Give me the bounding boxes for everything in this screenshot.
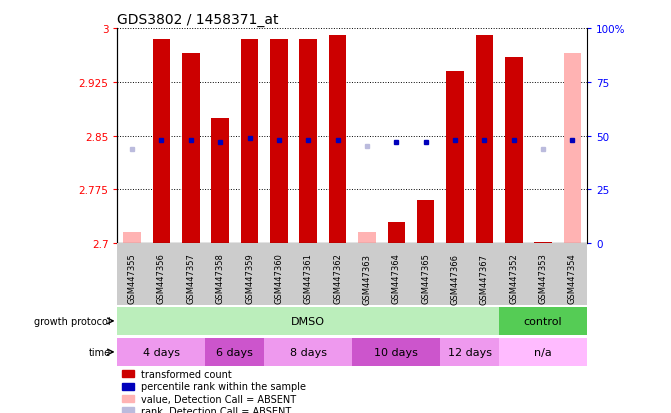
Text: GSM447360: GSM447360 [274, 253, 283, 304]
Text: GSM447352: GSM447352 [509, 253, 518, 304]
Bar [117, 338, 205, 366]
Bar [411, 244, 440, 306]
Text: GSM447364: GSM447364 [392, 253, 401, 304]
Text: GSM447353: GSM447353 [539, 253, 548, 304]
Text: value, Detection Call = ABSENT: value, Detection Call = ABSENT [141, 394, 296, 404]
Bar [205, 244, 235, 306]
Bar [529, 244, 558, 306]
Text: GSM447359: GSM447359 [245, 253, 254, 304]
Bar [122, 370, 134, 377]
Bar [323, 244, 352, 306]
Bar [470, 244, 499, 306]
Bar [122, 395, 134, 402]
Text: n/a: n/a [534, 347, 552, 357]
Bar [499, 338, 587, 366]
Bar [122, 408, 134, 413]
Text: GSM447362: GSM447362 [333, 253, 342, 304]
Text: growth protocol: growth protocol [34, 316, 111, 326]
Bar [558, 244, 587, 306]
Text: percentile rank within the sample: percentile rank within the sample [141, 381, 306, 391]
Bar [499, 244, 529, 306]
Text: 6 days: 6 days [217, 347, 253, 357]
Bar [211, 119, 229, 244]
Text: GSM447357: GSM447357 [187, 253, 195, 304]
Bar [264, 338, 352, 366]
Text: transformed count: transformed count [141, 369, 231, 379]
Bar [499, 307, 587, 335]
Bar [270, 40, 288, 244]
Bar [505, 57, 523, 244]
Bar [176, 244, 205, 306]
Bar [564, 54, 581, 244]
Bar [153, 40, 170, 244]
Bar [352, 244, 382, 306]
Bar [440, 338, 499, 366]
Bar [147, 244, 176, 306]
Bar [440, 244, 470, 306]
Bar [352, 338, 440, 366]
Bar [241, 40, 258, 244]
Text: GSM447355: GSM447355 [127, 253, 137, 304]
Text: 4 days: 4 days [143, 347, 180, 357]
Bar [299, 40, 317, 244]
Text: control: control [524, 316, 562, 326]
Text: GSM447365: GSM447365 [421, 253, 430, 304]
Text: GSM447356: GSM447356 [157, 253, 166, 304]
Text: GSM447367: GSM447367 [480, 253, 489, 304]
Bar [117, 244, 147, 306]
Bar [117, 307, 499, 335]
Text: time: time [89, 347, 111, 357]
Bar [446, 72, 464, 244]
Bar [182, 54, 200, 244]
Text: GSM447363: GSM447363 [362, 253, 372, 304]
Bar [358, 233, 376, 244]
Bar [294, 244, 323, 306]
Text: DMSO: DMSO [291, 316, 325, 326]
Bar [382, 244, 411, 306]
Text: GSM447366: GSM447366 [450, 253, 460, 304]
Bar [205, 338, 264, 366]
Bar [123, 233, 141, 244]
Text: 8 days: 8 days [290, 347, 327, 357]
Text: 12 days: 12 days [448, 347, 492, 357]
Text: GDS3802 / 1458371_at: GDS3802 / 1458371_at [117, 12, 279, 26]
Text: GSM447354: GSM447354 [568, 253, 577, 304]
Bar [387, 222, 405, 244]
Bar [329, 36, 346, 244]
Text: GSM447358: GSM447358 [215, 253, 225, 304]
Bar [264, 244, 294, 306]
Text: rank, Detection Call = ABSENT: rank, Detection Call = ABSENT [141, 406, 291, 413]
Bar [122, 383, 134, 389]
Bar [476, 36, 493, 244]
Text: 10 days: 10 days [374, 347, 418, 357]
Bar [235, 244, 264, 306]
Bar [417, 201, 435, 244]
Text: GSM447361: GSM447361 [304, 253, 313, 304]
Bar [534, 242, 552, 244]
